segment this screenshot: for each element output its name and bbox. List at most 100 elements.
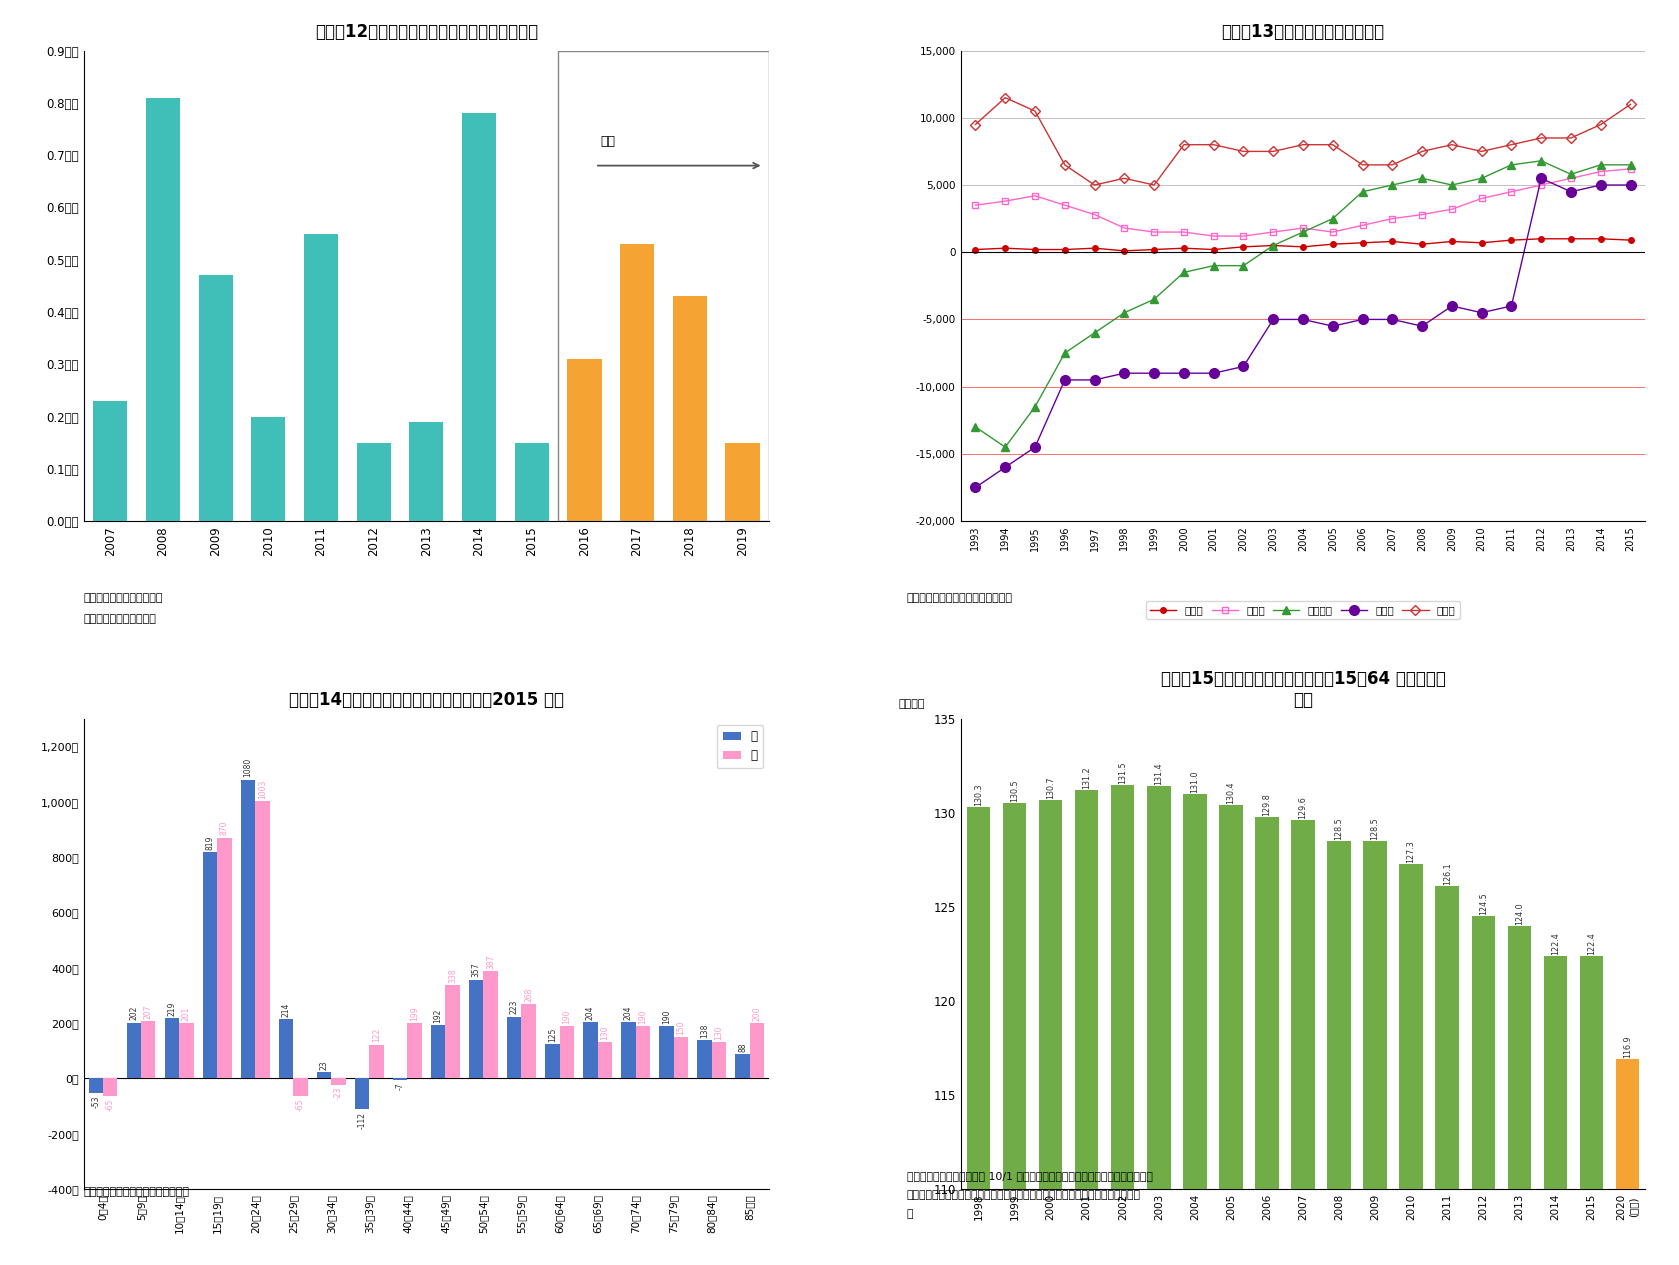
- Legend: 男, 女: 男, 女: [717, 725, 762, 768]
- 札幌市: [1442, 234, 1462, 249]
- 大阪市: [1024, 439, 1044, 454]
- Text: 23: 23: [319, 1060, 329, 1070]
- 福岡市: [1054, 157, 1075, 172]
- 名古屋市: [1412, 171, 1432, 186]
- Text: 204: 204: [586, 1006, 594, 1020]
- Bar: [1543, 956, 1567, 1265]
- 名古屋市: [1620, 157, 1640, 172]
- 福岡市: [1353, 157, 1373, 172]
- Bar: [304, 234, 337, 521]
- 名古屋市: [1085, 325, 1105, 340]
- Bar: [1436, 886, 1459, 1265]
- 仙台市: [1143, 224, 1164, 239]
- 名古屋市: [1054, 345, 1075, 361]
- Bar: [217, 837, 232, 1078]
- 名古屋市: [1353, 185, 1373, 200]
- Bar: [1580, 956, 1603, 1265]
- Bar: [1147, 787, 1170, 1265]
- Bar: [557, 51, 769, 521]
- 大阪市: [1412, 319, 1432, 334]
- Bar: [1328, 841, 1350, 1265]
- Text: 190: 190: [638, 1009, 648, 1023]
- Bar: [331, 1078, 346, 1085]
- Title: 図表－12　札幌の大規模賃貸ビル新規供給計画: 図表－12 札幌の大規模賃貸ビル新規供給計画: [316, 23, 537, 40]
- 福岡市: [1024, 104, 1044, 119]
- 大阪市: [1382, 312, 1402, 328]
- 名古屋市: [1143, 292, 1164, 307]
- Bar: [673, 1037, 688, 1078]
- 札幌市: [1412, 237, 1432, 252]
- 大阪市: [1115, 366, 1135, 381]
- 札幌市: [1620, 233, 1640, 248]
- Bar: [102, 1078, 118, 1097]
- Text: 130.7: 130.7: [1046, 775, 1054, 798]
- Bar: [559, 1026, 574, 1078]
- Bar: [515, 443, 549, 521]
- 福岡市: [1174, 137, 1194, 152]
- 名古屋市: [1234, 258, 1254, 273]
- Text: 138: 138: [700, 1023, 709, 1039]
- Text: 129.8: 129.8: [1263, 793, 1271, 816]
- 仙台市: [1442, 201, 1462, 216]
- 札幌市: [1024, 242, 1044, 257]
- 名古屋市: [1531, 153, 1551, 168]
- 仙台市: [1590, 164, 1610, 180]
- Bar: [1471, 916, 1494, 1265]
- Bar: [1256, 816, 1279, 1265]
- Text: 200: 200: [752, 1007, 762, 1021]
- Text: 207: 207: [144, 1004, 153, 1018]
- Bar: [317, 1071, 331, 1078]
- Text: 357: 357: [472, 963, 480, 978]
- Bar: [1111, 784, 1135, 1265]
- Title: 図表－15　札幌市の生産年齢人口（15－64 歳）の人口
推移: 図表－15 札幌市の生産年齢人口（15－64 歳）の人口 推移: [1160, 670, 1446, 708]
- Text: 204: 204: [625, 1006, 633, 1020]
- Text: 122.4: 122.4: [1551, 932, 1560, 955]
- Bar: [468, 979, 484, 1078]
- Bar: [967, 807, 991, 1265]
- 福岡市: [1531, 130, 1551, 145]
- Text: 338: 338: [448, 968, 457, 983]
- Bar: [1184, 794, 1207, 1265]
- Bar: [89, 1078, 102, 1093]
- 名古屋市: [1115, 305, 1135, 320]
- Bar: [1002, 803, 1026, 1265]
- Text: -65: -65: [106, 1098, 114, 1111]
- 大阪市: [1590, 177, 1610, 192]
- Bar: [252, 416, 285, 521]
- Bar: [198, 276, 233, 521]
- Text: （注）賃貸可能面積ベース: （注）賃貸可能面積ベース: [84, 593, 163, 603]
- Text: （万人）: （万人）: [898, 700, 925, 710]
- Text: （出所）住民基本台帳人口移動報告: （出所）住民基本台帳人口移動報告: [84, 1188, 190, 1198]
- Text: 202: 202: [129, 1006, 138, 1021]
- 大阪市: [1471, 305, 1491, 320]
- 仙台市: [1054, 197, 1075, 213]
- Line: 札幌市: 札幌市: [972, 237, 1634, 254]
- Bar: [294, 1078, 307, 1097]
- Text: 870: 870: [220, 821, 228, 835]
- 福岡市: [1234, 144, 1254, 159]
- 仙台市: [1382, 211, 1402, 226]
- 仙台市: [996, 194, 1016, 209]
- 札幌市: [1293, 239, 1313, 254]
- Bar: [240, 779, 255, 1078]
- Text: 219: 219: [168, 1001, 176, 1016]
- Text: 819: 819: [205, 835, 215, 850]
- Bar: [636, 1026, 650, 1078]
- 札幌市: [1204, 242, 1224, 257]
- Bar: [568, 359, 601, 521]
- 福岡市: [1143, 177, 1164, 192]
- 名古屋市: [1501, 157, 1521, 172]
- 名古屋市: [1024, 400, 1044, 415]
- Text: 88: 88: [739, 1042, 747, 1051]
- 大阪市: [1561, 185, 1582, 200]
- 名古屋市: [965, 420, 986, 435]
- 仙台市: [1085, 207, 1105, 223]
- Bar: [1075, 791, 1098, 1265]
- Text: -7: -7: [396, 1083, 405, 1090]
- Title: 図表－14　札幌市男女年齢別転入超過数（2015 年）: 図表－14 札幌市男女年齢別転入超過数（2015 年）: [289, 691, 564, 708]
- Bar: [408, 1023, 421, 1078]
- 名古屋市: [996, 439, 1016, 454]
- 仙台市: [1234, 229, 1254, 244]
- 大阪市: [1353, 312, 1373, 328]
- Text: 128.5: 128.5: [1370, 817, 1380, 840]
